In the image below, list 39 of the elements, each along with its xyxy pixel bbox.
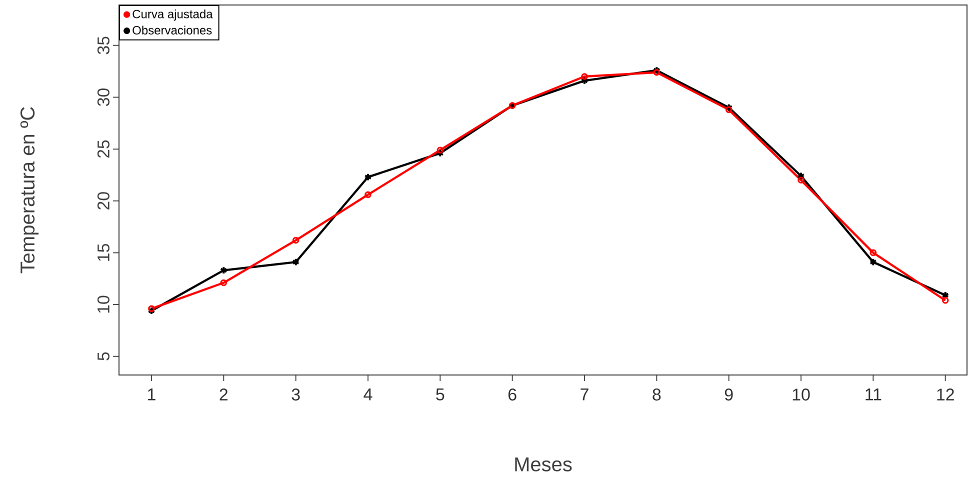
- point: [364, 172, 372, 182]
- x-tick-label: 8: [652, 388, 661, 401]
- point: [292, 258, 300, 266]
- x-tick-label: 9: [724, 388, 733, 401]
- x-tick-label: 5: [436, 388, 444, 400]
- x-tick-label: 4: [364, 388, 372, 400]
- x-tick-label: 10: [792, 388, 810, 401]
- x-tick-label: 6: [508, 388, 516, 401]
- x-tick-label: 12: [937, 388, 954, 400]
- legend-label: Curva ajustada: [132, 10, 213, 21]
- y-tick-label: 30: [97, 88, 110, 106]
- point: [220, 279, 228, 286]
- point: [436, 149, 444, 158]
- x-tick-label: 3: [292, 388, 300, 401]
- legend-label: Observaciones: [132, 26, 212, 34]
- x-tick-label: 1: [148, 388, 156, 400]
- x-axis-title: Meses: [515, 457, 572, 472]
- point: [652, 66, 660, 74]
- y-tick-label: 25: [97, 140, 110, 158]
- point: [798, 176, 804, 184]
- point: [653, 68, 660, 76]
- x-tick-label: 2: [220, 388, 228, 400]
- y-tick-label: 10: [97, 296, 110, 313]
- point: [797, 172, 805, 180]
- point: [364, 191, 372, 198]
- y-axis-title: Temperatura en ºC: [20, 107, 39, 274]
- y-tick-label: 5: [98, 352, 110, 360]
- point: [869, 258, 877, 266]
- x-tick-label: 7: [580, 388, 588, 400]
- y-tick-label: 20: [97, 192, 110, 210]
- y-tick-label: 15: [98, 244, 110, 261]
- point: [292, 236, 300, 244]
- point: [581, 73, 588, 80]
- y-tick-label: 35: [97, 36, 110, 54]
- point: [725, 103, 733, 112]
- x-tick-label: 11: [866, 388, 882, 400]
- point: [436, 146, 444, 154]
- point: [725, 106, 732, 114]
- point: [870, 249, 877, 256]
